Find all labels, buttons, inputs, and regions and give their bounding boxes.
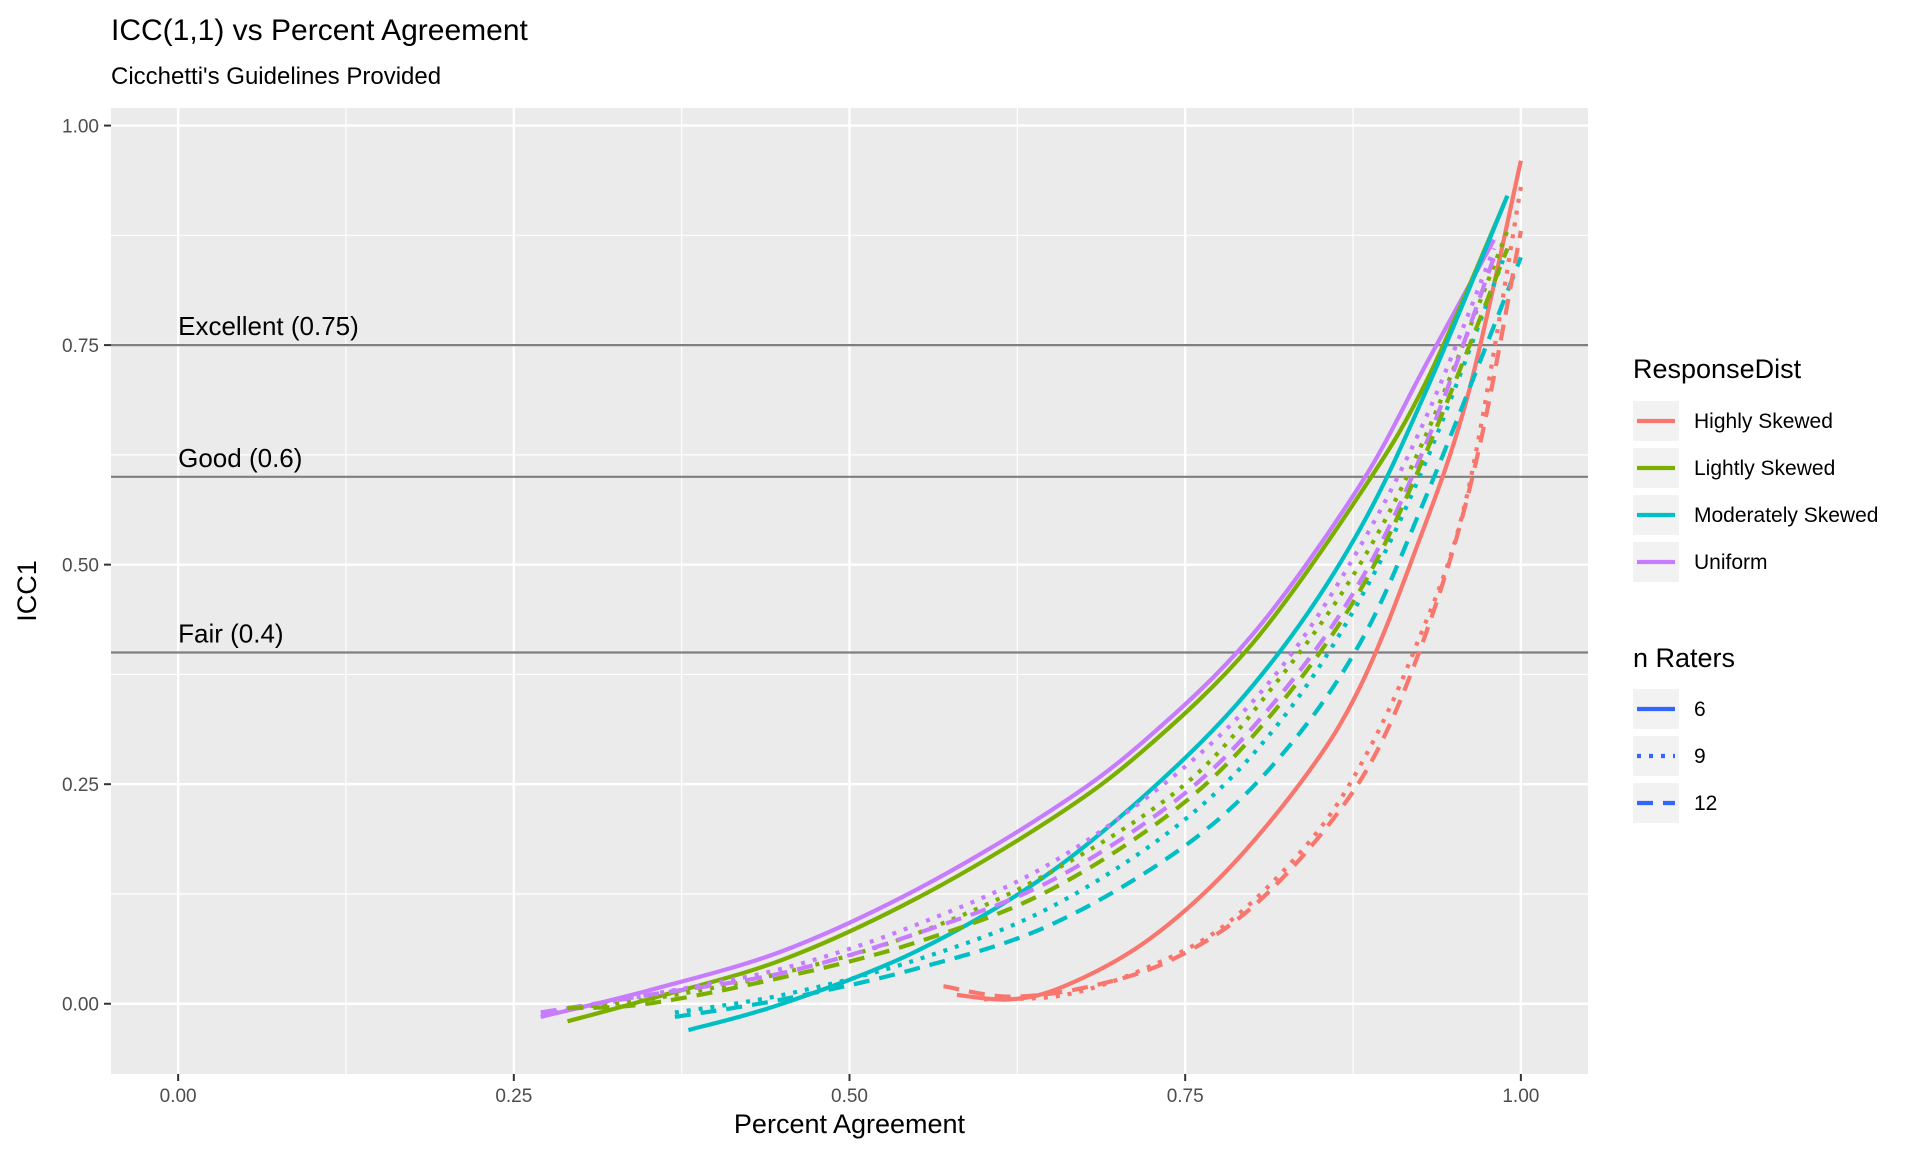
- reference-line-label: Good (0.6): [178, 443, 302, 473]
- legend-linetype-title: n Raters: [1633, 643, 1735, 673]
- x-tick-label: 0.50: [831, 1086, 868, 1107]
- series-line-uniform-6: [540, 238, 1496, 1019]
- legend-item-label: 6: [1694, 698, 1706, 721]
- x-tick-label: 0.25: [495, 1086, 532, 1107]
- series-line-moderately-skewed-6: [687, 194, 1510, 1033]
- legend-response-dist: ResponseDist Highly Skewed Lightly Skewed…: [1633, 354, 1878, 582]
- series-line-highly-skewed-6: [956, 160, 1523, 1002]
- x-tick-label: 0.75: [1167, 1086, 1204, 1107]
- series-line-uniform-12: [540, 256, 1496, 1015]
- legend-item-label: 12: [1694, 792, 1717, 815]
- reference-lines: Excellent (0.75) Good (0.6) Fair (0.4): [111, 311, 1588, 654]
- reference-line-label: Excellent (0.75): [178, 311, 359, 341]
- legend-n-raters: n Raters 6 9 12: [1633, 643, 1735, 823]
- x-tick-label: 1.00: [1502, 1086, 1539, 1107]
- series-line-lightly-skewed-12: [567, 247, 1510, 1011]
- chart-subtitle: Cicchetti's Guidelines Provided: [111, 63, 441, 90]
- y-tick-label: 0.00: [62, 995, 99, 1016]
- legend-item-label: 9: [1694, 745, 1706, 768]
- y-axis-label: ICC1: [12, 560, 42, 622]
- y-tick-label: 0.25: [62, 775, 99, 796]
- x-tick-label: 0.00: [160, 1086, 197, 1107]
- x-axis-label: Percent Agreement: [734, 1109, 966, 1139]
- series-lines: [540, 160, 1523, 1033]
- y-tick-label: 0.75: [62, 336, 99, 357]
- y-axis: 0.00 0.25 0.50 0.75 1.00: [62, 117, 111, 1016]
- legend-item-label: Highly Skewed: [1694, 410, 1833, 433]
- series-line-uniform-9: [553, 247, 1496, 1015]
- chart-title: ICC(1,1) vs Percent Agreement: [111, 14, 529, 47]
- y-tick-label: 1.00: [62, 117, 99, 138]
- legend-color-title: ResponseDist: [1633, 354, 1802, 384]
- x-axis: 0.00 0.25 0.50 0.75 1.00: [160, 1074, 1539, 1107]
- reference-line-label: Fair (0.4): [178, 618, 283, 648]
- series-line-lightly-skewed-6: [566, 194, 1510, 1024]
- legend-item-label: Moderately Skewed: [1694, 504, 1878, 527]
- legend-item-label: Uniform: [1694, 551, 1768, 574]
- series-line-highly-skewed-12: [943, 230, 1523, 999]
- legend-item-label: Lightly Skewed: [1694, 457, 1835, 480]
- series-line-moderately-skewed-12: [674, 256, 1523, 1019]
- y-tick-label: 0.50: [62, 556, 99, 577]
